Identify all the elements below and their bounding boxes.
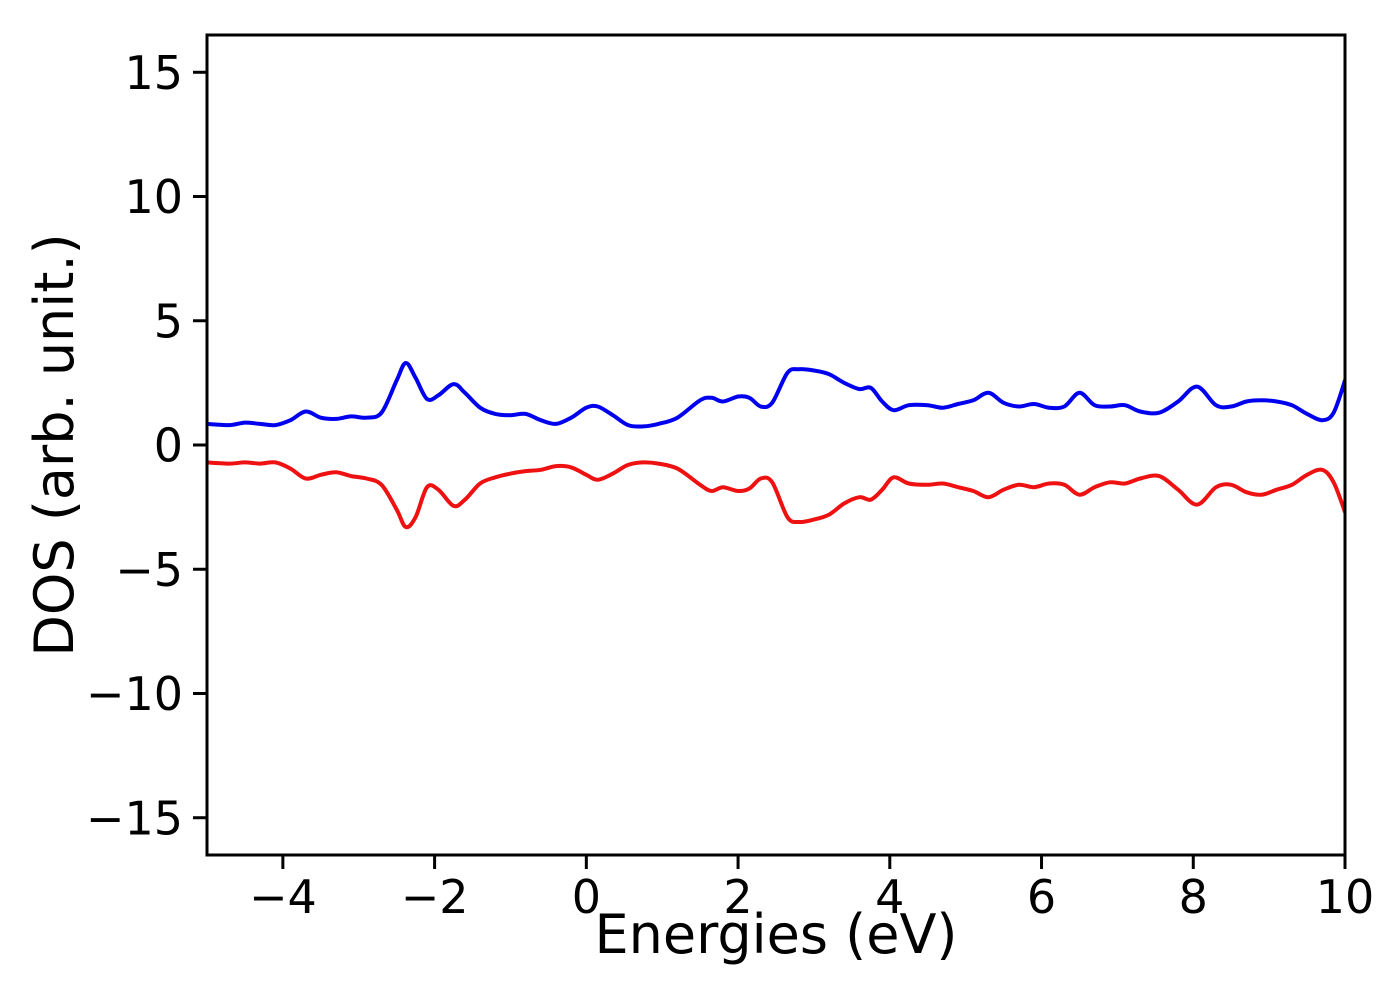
y-tick-label: 10 — [124, 170, 183, 224]
x-tick-label: 8 — [1179, 870, 1208, 924]
y-tick-label: −10 — [86, 667, 183, 721]
y-tick-label: 0 — [154, 419, 183, 473]
y-tick-label: 5 — [154, 294, 183, 348]
x-axis-ticks: −4 −2 0 2 4 6 8 10 — [249, 855, 1374, 924]
x-tick-label: 4 — [875, 870, 904, 924]
x-tick-label: 2 — [723, 870, 752, 924]
series-line-spin-down — [207, 460, 1345, 530]
y-tick-label: −5 — [115, 543, 183, 597]
series-line-spin-up — [207, 361, 1345, 429]
y-axis-label: DOS (arb. unit.) — [23, 233, 86, 657]
series-lines — [207, 361, 1345, 530]
x-tick-label: 0 — [572, 870, 601, 924]
y-tick-label: −15 — [86, 791, 183, 845]
plot-border — [205, 33, 1347, 857]
y-tick-label: 15 — [124, 46, 183, 100]
x-tick-label: 10 — [1316, 870, 1375, 924]
x-axis-label: Energies (eV) — [594, 903, 958, 966]
x-tick-label: −4 — [249, 870, 317, 924]
x-tick-label: −2 — [401, 870, 469, 924]
y-axis-ticks: −15 −10 −5 0 5 10 15 — [86, 46, 207, 845]
x-tick-label: 6 — [1027, 870, 1056, 924]
